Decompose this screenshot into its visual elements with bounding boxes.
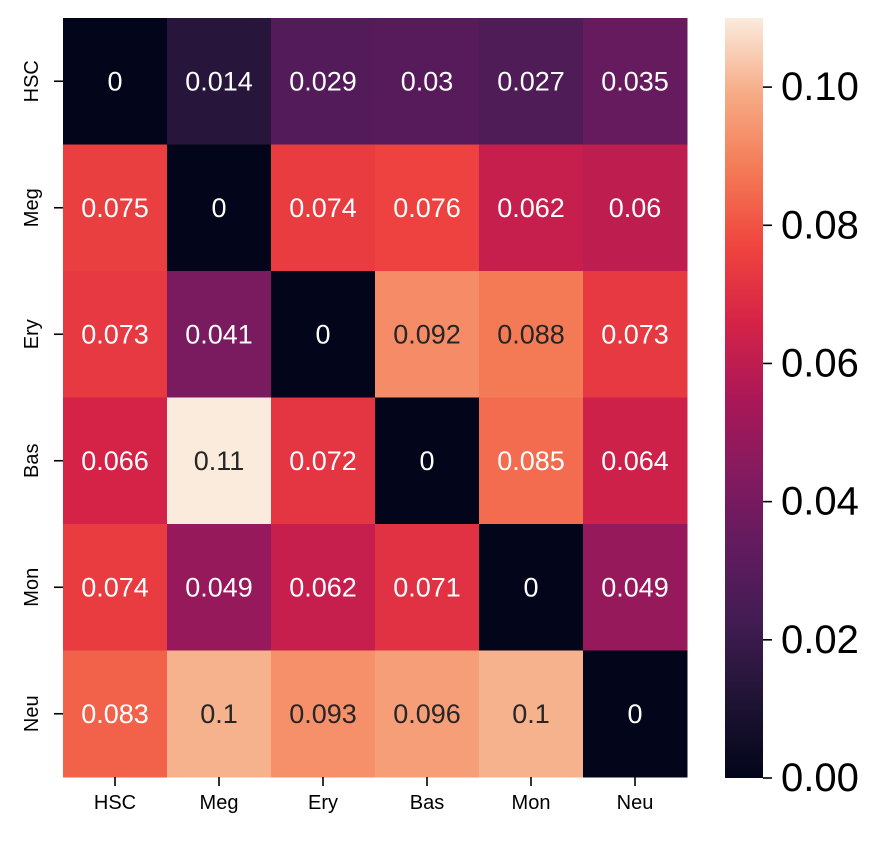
x-tick-label-bas: Bas — [410, 792, 444, 814]
cell-annotation: 0.073 — [81, 319, 149, 349]
cell-annotation: 0.11 — [194, 446, 245, 476]
heatmap-cell-neu-meg — [167, 650, 272, 778]
heatmap-cell-mon-meg — [167, 524, 272, 651]
cell-annotation: 0.03 — [401, 66, 454, 96]
y-tick-label-ery: Ery — [21, 319, 43, 349]
cell-annotation: 0 — [211, 193, 226, 223]
cell-annotation: 0.071 — [393, 572, 461, 602]
cell-annotation: 0 — [523, 572, 538, 602]
heatmap-cell-bas-hsc — [63, 397, 168, 525]
cell-annotation: 0.066 — [81, 446, 149, 476]
y-tick-label-neu: Neu — [21, 695, 43, 732]
x-tick-label-ery: Ery — [308, 792, 338, 814]
x-tick-label-meg: Meg — [200, 792, 239, 814]
cell-annotation: 0.029 — [289, 66, 357, 96]
cell-annotation: 0.1 — [200, 699, 238, 729]
colorbar-gradient — [725, 18, 763, 778]
heatmap-cell-ery-mon — [479, 271, 584, 398]
cell-annotation: 0.085 — [497, 446, 565, 476]
heatmap-cell-hsc-hsc — [63, 18, 168, 145]
heatmap-cell-neu-hsc — [63, 650, 168, 778]
heatmap-cell-meg-ery — [271, 144, 376, 272]
cell-annotation: 0.074 — [289, 193, 357, 223]
heatmap-cell-mon-neu — [583, 524, 688, 651]
heatmap-axes: HSC Meg Ery Bas Mon Neu HSC Meg Ery Bas Mon Neu — [21, 60, 653, 814]
colorbar-tick-label: 0.02 — [781, 618, 859, 662]
cell-annotation: 0.088 — [497, 319, 565, 349]
x-tick-label-mon: Mon — [512, 792, 551, 814]
colorbar-tick-label: 0.06 — [781, 341, 859, 385]
cell-annotation: 0.096 — [393, 699, 461, 729]
heatmap-cell-bas-neu — [583, 397, 688, 525]
colorbar-tick-label: 0.10 — [781, 65, 859, 109]
cell-annotation: 0.041 — [185, 319, 253, 349]
heatmap-cell-ery-meg — [167, 271, 272, 398]
cell-annotation: 0 — [627, 699, 642, 729]
heatmap-cell-hsc-bas — [375, 18, 480, 145]
heatmap-cell-ery-bas — [375, 271, 480, 398]
cell-annotation: 0 — [107, 66, 122, 96]
cell-annotation: 0.076 — [393, 193, 461, 223]
cell-annotation: 0.062 — [289, 572, 357, 602]
cell-annotation: 0 — [315, 319, 330, 349]
heatmap-cell-neu-mon — [479, 650, 584, 778]
cell-annotation: 0.075 — [81, 193, 149, 223]
y-tick-label-meg: Meg — [21, 188, 43, 227]
cell-annotation: 0.074 — [81, 572, 149, 602]
heatmap-cell-meg-mon — [479, 144, 584, 272]
colorbar-tick-label: 0.00 — [781, 756, 859, 800]
cell-annotation: 0.064 — [601, 446, 669, 476]
heatmap-cell-neu-bas — [375, 650, 480, 778]
cell-annotation: 0.073 — [601, 319, 669, 349]
heatmap-cell-ery-hsc — [63, 271, 168, 398]
y-tick-label-bas: Bas — [21, 444, 43, 478]
colorbar: 0.00 0.02 0.04 0.06 0.08 0.10 — [725, 18, 859, 800]
cell-annotation: 0.035 — [601, 66, 669, 96]
heatmap-cell-meg-hsc — [63, 144, 168, 272]
cell-annotation: 0.083 — [81, 699, 149, 729]
heatmap-cell-meg-meg — [167, 144, 272, 272]
heatmap-cell-hsc-ery — [271, 18, 376, 145]
cell-annotation: 0.06 — [609, 193, 662, 223]
heatmap-cell-bas-bas — [375, 397, 480, 525]
heatmap-cell-meg-neu — [583, 144, 688, 272]
cell-annotation: 0.092 — [393, 319, 461, 349]
heatmap-cell-mon-hsc — [63, 524, 168, 651]
heatmap-cell-hsc-mon — [479, 18, 584, 145]
cell-annotation: 0.027 — [497, 66, 565, 96]
heatmap-cell-ery-neu — [583, 271, 688, 398]
heatmap-annotations: 0 0.014 0.029 0.03 0.027 0.035 0.075 0 0.074 0.07… — [81, 66, 669, 729]
heatmap-cells — [63, 18, 688, 778]
colorbar-tick-label: 0.08 — [781, 203, 859, 247]
cell-annotation: 0.062 — [497, 193, 565, 223]
cell-annotation: 0.014 — [185, 66, 253, 96]
heatmap-cell-bas-ery — [271, 397, 376, 525]
heatmap-cell-hsc-neu — [583, 18, 688, 145]
heatmap-cell-hsc-meg — [167, 18, 272, 145]
cell-annotation: 0.093 — [289, 699, 357, 729]
heatmap-cell-mon-ery — [271, 524, 376, 651]
heatmap-cell-neu-ery — [271, 650, 376, 778]
cell-annotation: 0 — [419, 446, 434, 476]
cell-annotation: 0.049 — [601, 572, 669, 602]
heatmap-cell-bas-mon — [479, 397, 584, 525]
heatmap-cell-ery-ery — [271, 271, 376, 398]
x-tick-label-hsc: HSC — [94, 792, 136, 814]
heatmap-cell-neu-neu — [583, 650, 688, 778]
cell-annotation: 0.049 — [185, 572, 253, 602]
cell-annotation: 0.072 — [289, 446, 357, 476]
x-tick-label-neu: Neu — [617, 792, 654, 814]
colorbar-tick-label: 0.04 — [781, 480, 859, 524]
y-tick-label-mon: Mon — [21, 568, 43, 607]
cell-annotation: 0.1 — [512, 699, 550, 729]
heatmap-cell-meg-bas — [375, 144, 480, 272]
heatmap-cell-mon-bas — [375, 524, 480, 651]
heatmap-cell-bas-meg — [167, 397, 272, 525]
y-tick-label-hsc: HSC — [21, 60, 43, 102]
heatmap-cell-mon-mon — [479, 524, 584, 651]
